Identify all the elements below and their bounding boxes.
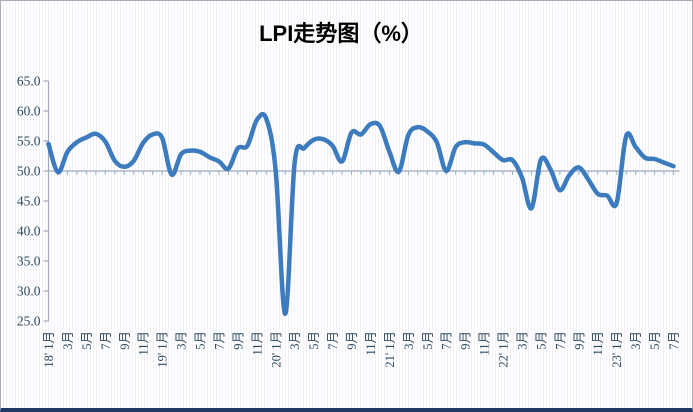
x-tick-label: 7月 (326, 331, 340, 350)
x-tick-label: 7月 (99, 331, 113, 350)
y-tick-label: 35.0 (17, 254, 41, 269)
x-tick-label: 22' 1月 (497, 331, 511, 368)
y-tick-label: 45.0 (17, 194, 41, 209)
x-tick-label: 21' 1月 (383, 331, 397, 368)
x-tick-label: 3月 (288, 331, 302, 350)
y-tick-label: 55.0 (17, 134, 41, 149)
x-tick-label: 7月 (553, 331, 567, 350)
x-tick-label: 11月 (591, 331, 605, 356)
x-tick-label: 23' 1月 (610, 331, 624, 368)
x-tick-label: 3月 (515, 331, 529, 350)
y-tick-label: 40.0 (17, 224, 41, 239)
x-tick-label: 7月 (667, 331, 681, 350)
x-tick-label: 5月 (307, 331, 321, 350)
x-tick-label: 9月 (118, 331, 132, 350)
x-tick-label: 3月 (629, 331, 643, 350)
x-tick-label: 5月 (194, 331, 208, 350)
x-tick-label: 19' 1月 (156, 331, 170, 368)
y-tick-label: 30.0 (17, 284, 41, 299)
x-tick-label: 11月 (250, 331, 264, 356)
x-tick-label: 9月 (459, 331, 473, 350)
y-tick-label: 50.0 (17, 164, 41, 179)
x-tick-label: 11月 (137, 331, 151, 356)
x-tick-label: 5月 (421, 331, 435, 350)
x-tick-label: 11月 (364, 331, 378, 356)
x-tick-label: 11月 (478, 331, 492, 356)
chart-title: LPI走势图（%） (259, 21, 423, 46)
x-tick-label: 5月 (80, 331, 94, 350)
y-tick-label: 65.0 (17, 74, 41, 89)
x-tick-label: 20' 1月 (269, 331, 283, 368)
x-tick-label: 5月 (534, 331, 548, 350)
y-tick-label: 60.0 (17, 104, 41, 119)
y-tick-label: 25.0 (17, 314, 41, 329)
x-tick-label: 3月 (402, 331, 416, 350)
x-tick-label: 3月 (175, 331, 189, 350)
x-tick-label: 18' 1月 (42, 331, 56, 368)
plot-area: 25.0 30.0 35.0 40.0 45.0 50.0 55.0 60.0 65.0 18' … (17, 74, 681, 368)
x-tick-label: 7月 (212, 331, 226, 350)
x-tick-label: 9月 (345, 331, 359, 350)
x-tick-label: 3月 (61, 331, 75, 350)
x-tick-label: 5月 (648, 331, 662, 350)
x-tick-label: 9月 (231, 331, 245, 350)
x-tick-label: 7月 (440, 331, 454, 350)
lpi-series-line (46, 112, 676, 317)
x-tick-label: 9月 (572, 331, 586, 350)
